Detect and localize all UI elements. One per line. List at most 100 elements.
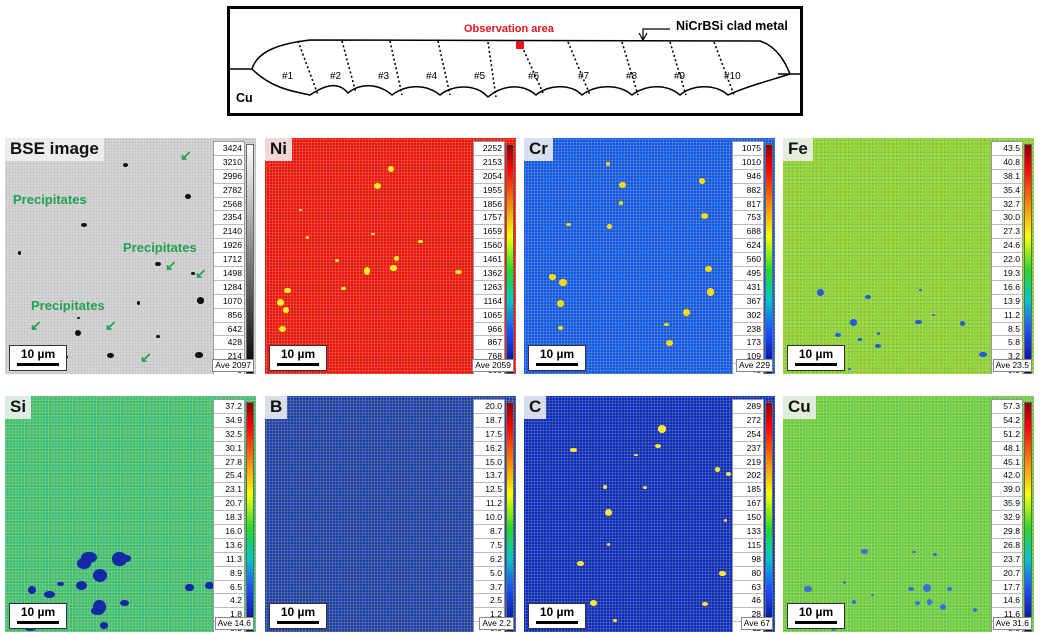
precipitate-spot xyxy=(190,271,195,275)
precipitate-spot xyxy=(93,600,106,614)
colorbar-tick-label: 3424 xyxy=(214,142,244,156)
colorbar-ticks: 43.5 40.8 38.1 35.4 32.7 30.0 27.3 24.6 22.0 19.3… xyxy=(991,141,1023,374)
colorbar-tick-label: 38.1 xyxy=(992,170,1022,184)
colorbar-tick-label: 6.2 xyxy=(474,553,504,567)
element-map-panel: B 20.0 18.7 17.5 16.2 15.0 13.7 12.5 11.2 10.0 8.7… xyxy=(265,396,516,632)
colorbar-tick-label: 40.8 xyxy=(992,156,1022,170)
colorbar-tick-label: 2054 xyxy=(474,170,504,184)
colorbar-tick-label: 753 xyxy=(733,211,763,226)
scale-bar: 10 µm xyxy=(528,603,586,629)
precipitate-spot xyxy=(605,508,613,516)
precipitate-spot xyxy=(283,307,290,313)
colorbar-ticks: 20.0 18.7 17.5 16.2 15.0 13.7 12.5 11.2 10.0 8.7 7… xyxy=(473,399,505,632)
colorbar-tick-label: 30.0 xyxy=(992,211,1022,226)
precipitate-spot xyxy=(559,278,567,286)
colorbar-tick-label: 14.6 xyxy=(992,594,1022,609)
colorbar-tick-label: 27.8 xyxy=(214,456,244,470)
colorbar-tick-label: 8.9 xyxy=(214,567,244,581)
element-map-image xyxy=(524,396,775,632)
colorbar-tick-label: 495 xyxy=(733,267,763,281)
scale-bar-line xyxy=(17,621,59,624)
precipitate-spot xyxy=(570,447,577,453)
colorbar-tick-label: 5.0 xyxy=(474,567,504,581)
precipitate-spot xyxy=(860,548,868,555)
scale-bar: 10 µm xyxy=(9,345,67,371)
precipitate-spot xyxy=(185,193,192,200)
colorbar-tick-label: 10.0 xyxy=(474,511,504,526)
colorbar-tick-label: 54.2 xyxy=(992,414,1022,428)
colorbar-tick-label: 20.0 xyxy=(474,400,504,414)
colorbar-tick-label: 428 xyxy=(214,336,244,351)
precipitate-spot xyxy=(849,318,858,326)
colorbar-gradient xyxy=(506,144,514,374)
colorbar-tick-label: 26.8 xyxy=(992,539,1022,553)
average-value-label: Ave 23.5 xyxy=(992,359,1032,372)
colorbar-tick-label: 237 xyxy=(733,442,763,456)
colorbar-tick-label: 22.0 xyxy=(992,253,1022,268)
scale-bar-label: 10 µm xyxy=(539,347,575,361)
precipitate-spot xyxy=(75,330,82,337)
precipitate-spot xyxy=(185,583,194,592)
scale-bar-line xyxy=(277,621,319,624)
colorbar-tick-label: 5.8 xyxy=(992,336,1022,351)
bead-label: #6 xyxy=(528,71,540,82)
colorbar-tick-label: 11.3 xyxy=(214,553,244,567)
colorbar-tick-label: 2140 xyxy=(214,225,244,240)
precipitate-spot xyxy=(874,344,882,349)
precipitate-spot xyxy=(725,472,731,476)
panel-title: BSE image xyxy=(5,138,104,161)
average-value-label: Ave 2.2 xyxy=(479,617,514,630)
colorbar-gradient xyxy=(246,402,254,632)
scale-bar-label: 10 µm xyxy=(280,347,316,361)
average-value-label: Ave 229 xyxy=(735,359,773,372)
colorbar-tick-label: 1075 xyxy=(733,142,763,156)
colorbar-tick-label: 29.8 xyxy=(992,525,1022,539)
colorbar-tick-label: 688 xyxy=(733,225,763,240)
precipitate-spot xyxy=(979,351,987,358)
precipitate-spot xyxy=(911,550,916,554)
precipitate-spot xyxy=(940,604,947,610)
colorbar-tick-label: 8.7 xyxy=(474,525,504,539)
colorbar-tick-label: 23.7 xyxy=(992,553,1022,567)
bead-label: #9 xyxy=(674,71,686,82)
precipitate-spot xyxy=(370,232,375,236)
scale-bar: 10 µm xyxy=(787,345,845,371)
colorbar-tick-label: 2354 xyxy=(214,211,244,226)
colorbar-tick-label: 1955 xyxy=(474,184,504,198)
precipitate-spot xyxy=(389,264,398,271)
precipitate-spot xyxy=(136,301,140,305)
colorbar-tick-label: 367 xyxy=(733,295,763,309)
precipitate-spot xyxy=(723,519,728,523)
colorbar-tick-label: 57.3 xyxy=(992,400,1022,414)
precipitate-spot xyxy=(714,467,721,473)
precipitate-spot xyxy=(27,585,37,594)
scale-bar-line xyxy=(536,621,578,624)
precipitate-spot xyxy=(706,288,715,297)
colorbar-gradient xyxy=(1024,402,1032,632)
bead-label: #1 xyxy=(282,71,294,82)
colorbar-tick-label: 16.2 xyxy=(474,442,504,456)
precipitate-arrow-icon: ↙ xyxy=(30,317,42,333)
colorbar-tick-label: 17.5 xyxy=(474,428,504,442)
colorbar-gradient xyxy=(246,144,254,374)
scale-bar-line xyxy=(17,363,59,366)
precipitate-spot xyxy=(284,287,292,293)
colorbar-tick-label: 966 xyxy=(474,323,504,337)
bead-label: #8 xyxy=(626,71,638,82)
colorbar-tick-label: 32.7 xyxy=(992,198,1022,212)
colorbar-tick-label: 13.6 xyxy=(214,539,244,553)
precipitate-spot xyxy=(683,308,691,317)
colorbar-tick-label: 1284 xyxy=(214,281,244,295)
precipitate-spot xyxy=(701,602,709,607)
precipitate-spot xyxy=(918,288,922,291)
precipitate-spot xyxy=(205,581,214,589)
colorbar-tick-label: 867 xyxy=(474,336,504,351)
colorbar-tick-label: 150 xyxy=(733,511,763,526)
colorbar-ticks: 1075 1010 946 882 817 753 688 624 560 495 431 367 30… xyxy=(732,141,764,374)
colorbar-tick-label: 1498 xyxy=(214,267,244,281)
colorbar-tick-label: 882 xyxy=(733,184,763,198)
colorbar-tick-label: 1926 xyxy=(214,239,244,254)
bead-label: #2 xyxy=(330,71,342,82)
clad-schematic-diagram: Observation area NiCrBSi clad metal Cu #… xyxy=(227,6,803,116)
colorbar-tick-label: 15.0 xyxy=(474,456,504,470)
